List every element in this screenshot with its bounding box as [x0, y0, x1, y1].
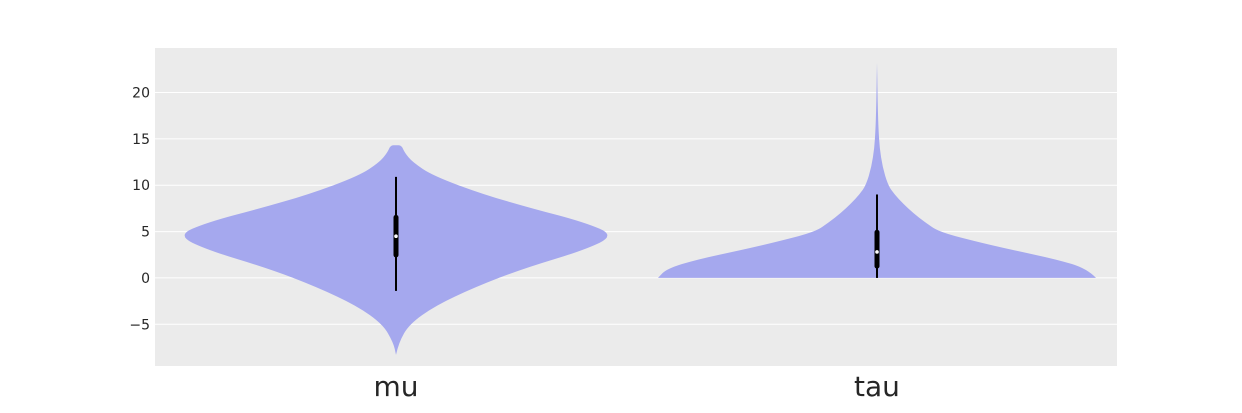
- x-axis-categories: mu tau: [373, 370, 899, 403]
- y-tick-label: 0: [141, 271, 150, 287]
- y-tick-label: 20: [132, 86, 150, 102]
- y-tick-label: 5: [141, 225, 150, 241]
- y-tick-label: −5: [129, 317, 150, 333]
- category-label-mu: mu: [373, 370, 418, 403]
- violin-tau: [658, 62, 1096, 278]
- violins: [184, 62, 1096, 355]
- category-label-tau: tau: [854, 370, 900, 403]
- median-tau: [875, 250, 879, 254]
- box-tau: [874, 229, 880, 269]
- y-tick-label: 15: [132, 132, 150, 148]
- median-mu: [394, 234, 398, 239]
- y-axis-ticks: −5 0 5 10 15 20: [129, 86, 150, 334]
- y-tick-label: 10: [132, 178, 150, 194]
